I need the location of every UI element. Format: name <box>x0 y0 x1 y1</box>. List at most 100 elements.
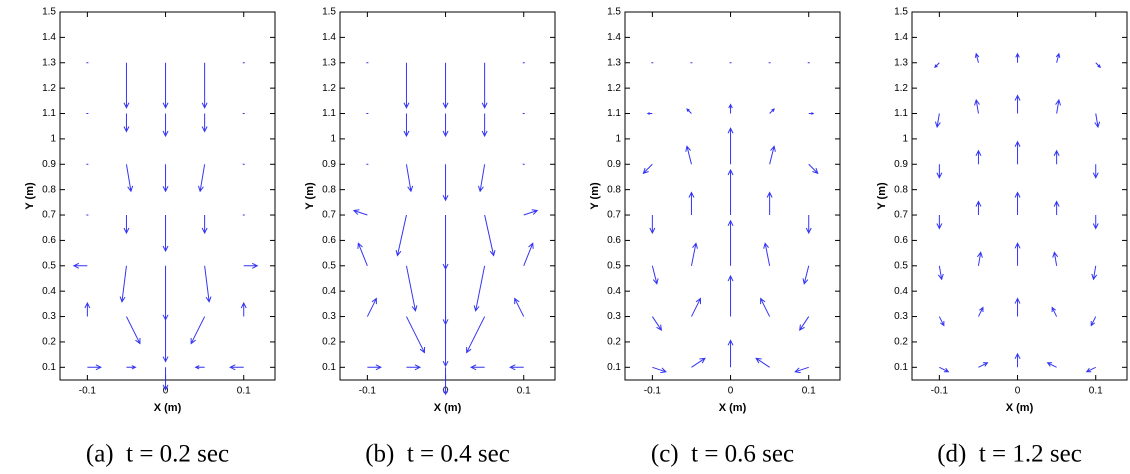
y-tick-label: 0.9 <box>607 159 621 170</box>
vector <box>727 274 734 317</box>
vector <box>1051 306 1058 317</box>
vector <box>1085 366 1096 373</box>
vector <box>978 362 989 368</box>
vector <box>1014 352 1021 368</box>
vector <box>934 113 941 129</box>
vector <box>690 242 698 266</box>
y-tick-label: 0.4 <box>322 286 336 297</box>
plot-frame <box>624 11 841 381</box>
x-tick-label: 0.1 <box>802 386 816 397</box>
panel: 0.1 0.2 0.3 0.4 0.5 0.6 0.7 0.8 0.9 1 1.1 1.2 1.3 1.4… <box>24 7 276 468</box>
vector <box>478 164 486 193</box>
vector <box>243 262 259 269</box>
vector <box>649 215 656 235</box>
y-axis-label: Y (m) <box>876 182 888 210</box>
y-tick-label: 0.1 <box>42 362 56 373</box>
vector <box>123 215 130 235</box>
vector <box>201 113 208 133</box>
y-tick-label: 0.2 <box>42 337 56 348</box>
vector <box>119 265 127 303</box>
y-tick-label: 0.5 <box>322 260 336 271</box>
y-tick-label: 1.4 <box>894 32 908 43</box>
y-tick-label: 0.1 <box>894 362 908 373</box>
caption: (c) t = 0.6 sec <box>651 441 794 468</box>
vector <box>760 297 771 317</box>
vector <box>162 265 169 321</box>
vector <box>727 168 734 216</box>
caption: (b) t = 0.4 sec <box>365 441 510 468</box>
y-tick-label: 0.9 <box>894 159 908 170</box>
plot-frame <box>339 11 556 381</box>
vector <box>125 164 134 193</box>
vector <box>1014 242 1021 266</box>
vector <box>198 164 206 193</box>
panel: 0.1 0.2 0.3 0.4 0.5 0.6 0.7 0.8 0.9 1 1.1 1.2 1.3 1.4… <box>304 7 556 468</box>
vector <box>204 265 212 303</box>
y-tick-label: 1.3 <box>607 57 621 68</box>
vector <box>691 357 706 368</box>
y-tick-label: 0.3 <box>607 311 621 322</box>
y-tick-label: 1.3 <box>42 57 56 68</box>
vector <box>1053 200 1060 216</box>
vector <box>162 316 169 363</box>
y-tick-label: 1.4 <box>42 32 56 43</box>
y-axis-label: Y (m) <box>24 182 36 210</box>
y-tick-label: 0.7 <box>607 210 621 221</box>
caption: (a) t = 0.2 sec <box>86 441 229 468</box>
y-tick-label: 1.2 <box>607 83 621 94</box>
vector <box>769 145 776 165</box>
vector <box>1014 140 1021 165</box>
y-tick-label: 0.6 <box>607 235 621 246</box>
vector <box>934 62 940 69</box>
plot-frame <box>911 11 1128 381</box>
x-tick-label: 0 <box>1015 386 1021 397</box>
vector <box>162 62 169 109</box>
x-axis-label: X (m) <box>1006 402 1034 414</box>
vector <box>126 316 141 345</box>
vector <box>936 215 943 230</box>
y-tick-label: 1.3 <box>894 57 908 68</box>
y-tick-label: 0.7 <box>322 210 336 221</box>
vector <box>1090 316 1097 327</box>
vector <box>651 265 659 285</box>
y-tick-label: 1.2 <box>42 83 56 94</box>
y-tick-label: 0.3 <box>894 311 908 322</box>
vector <box>87 364 102 371</box>
y-tick-label: 0.6 <box>322 235 336 246</box>
vector <box>481 62 488 109</box>
panel: 0.1 0.2 0.3 0.4 0.5 0.6 0.7 0.8 0.9 1 1.1 1.2 1.3 1.4… <box>876 7 1128 468</box>
vector <box>194 365 205 370</box>
vector <box>442 62 449 109</box>
y-tick-label: 0.5 <box>894 260 908 271</box>
vector <box>755 357 770 368</box>
vector <box>473 265 486 312</box>
vector <box>936 164 943 179</box>
vector <box>395 214 407 257</box>
y-tick-label: 1.1 <box>894 108 908 119</box>
vector <box>652 366 667 374</box>
vector <box>229 364 244 371</box>
x-tick-label: -0.1 <box>931 386 949 397</box>
x-tick-label: -0.1 <box>359 386 377 397</box>
y-tick-label: 0.1 <box>607 362 621 373</box>
vector <box>514 297 525 317</box>
y-tick-label: 0.3 <box>322 311 336 322</box>
y-axis-label: Y (m) <box>589 182 601 210</box>
vector <box>799 316 810 331</box>
vector <box>442 367 449 396</box>
y-tick-label: 1.2 <box>894 83 908 94</box>
vector <box>442 113 449 138</box>
vector <box>366 297 377 317</box>
vector <box>1046 362 1057 368</box>
vector <box>1055 98 1062 114</box>
vector <box>352 209 368 216</box>
x-tick-label: -0.1 <box>79 386 97 397</box>
caption: (d) t = 1.2 sec <box>937 441 1082 468</box>
vector <box>808 112 815 115</box>
vector <box>405 265 418 312</box>
vector <box>1094 113 1101 129</box>
vector <box>406 364 422 371</box>
vector <box>939 366 950 373</box>
vector <box>406 316 425 354</box>
